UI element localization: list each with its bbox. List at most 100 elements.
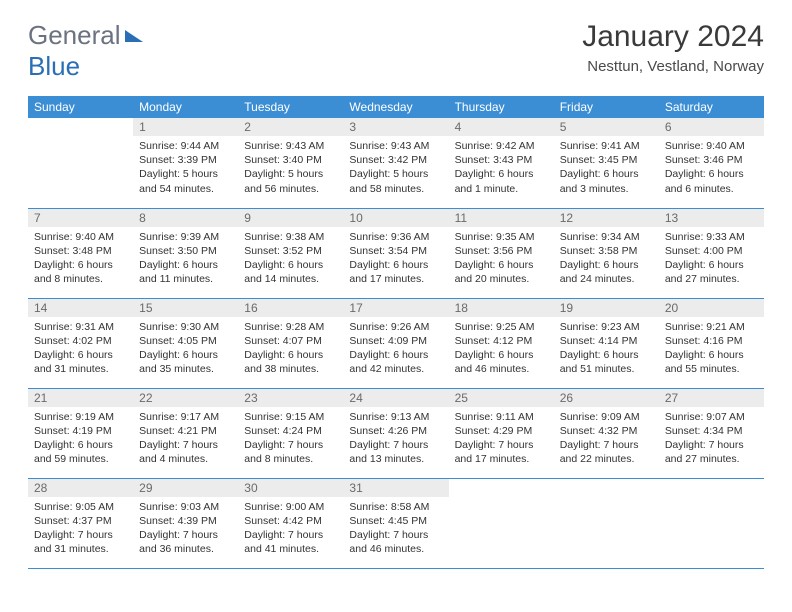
calendar-day-cell: 28Sunrise: 9:05 AMSunset: 4:37 PMDayligh… — [28, 478, 133, 568]
sunset-text: Sunset: 4:29 PM — [455, 424, 548, 438]
day-header: Wednesday — [343, 96, 448, 118]
sunrise-text: Sunrise: 9:30 AM — [139, 320, 232, 334]
daylight-text: Daylight: 7 hours and 8 minutes. — [244, 438, 337, 466]
sunset-text: Sunset: 4:02 PM — [34, 334, 127, 348]
calendar-day-cell: 20Sunrise: 9:21 AMSunset: 4:16 PMDayligh… — [659, 298, 764, 388]
day-body: Sunrise: 9:26 AMSunset: 4:09 PMDaylight:… — [343, 317, 448, 387]
sunset-text: Sunset: 4:39 PM — [139, 514, 232, 528]
day-number: 27 — [659, 389, 764, 407]
daylight-text: Daylight: 7 hours and 46 minutes. — [349, 528, 442, 556]
day-number: 21 — [28, 389, 133, 407]
day-number: 26 — [554, 389, 659, 407]
sunrise-text: Sunrise: 9:26 AM — [349, 320, 442, 334]
sunset-text: Sunset: 3:54 PM — [349, 244, 442, 258]
calendar-day-cell: 3Sunrise: 9:43 AMSunset: 3:42 PMDaylight… — [343, 118, 448, 208]
day-number: 12 — [554, 209, 659, 227]
sunrise-text: Sunrise: 9:33 AM — [665, 230, 758, 244]
sunset-text: Sunset: 4:37 PM — [34, 514, 127, 528]
day-body: Sunrise: 9:19 AMSunset: 4:19 PMDaylight:… — [28, 407, 133, 477]
sunset-text: Sunset: 4:24 PM — [244, 424, 337, 438]
daylight-text: Daylight: 6 hours and 42 minutes. — [349, 348, 442, 376]
day-body: Sunrise: 9:38 AMSunset: 3:52 PMDaylight:… — [238, 227, 343, 297]
sunset-text: Sunset: 4:26 PM — [349, 424, 442, 438]
day-body: Sunrise: 9:13 AMSunset: 4:26 PMDaylight:… — [343, 407, 448, 477]
daylight-text: Daylight: 6 hours and 20 minutes. — [455, 258, 548, 286]
sunrise-text: Sunrise: 9:23 AM — [560, 320, 653, 334]
calendar-day-cell: 1Sunrise: 9:44 AMSunset: 3:39 PMDaylight… — [133, 118, 238, 208]
daylight-text: Daylight: 6 hours and 6 minutes. — [665, 167, 758, 195]
daylight-text: Daylight: 6 hours and 51 minutes. — [560, 348, 653, 376]
calendar-week-row: .1Sunrise: 9:44 AMSunset: 3:39 PMDayligh… — [28, 118, 764, 208]
sunset-text: Sunset: 3:39 PM — [139, 153, 232, 167]
day-number: 19 — [554, 299, 659, 317]
sunrise-text: Sunrise: 9:44 AM — [139, 139, 232, 153]
day-body: Sunrise: 9:31 AMSunset: 4:02 PMDaylight:… — [28, 317, 133, 387]
sunrise-text: Sunrise: 9:25 AM — [455, 320, 548, 334]
daylight-text: Daylight: 6 hours and 59 minutes. — [34, 438, 127, 466]
title-block: January 2024 Nesttun, Vestland, Norway — [582, 20, 764, 75]
day-number: 20 — [659, 299, 764, 317]
calendar-day-cell: 7Sunrise: 9:40 AMSunset: 3:48 PMDaylight… — [28, 208, 133, 298]
day-header: Friday — [554, 96, 659, 118]
day-number: 4 — [449, 118, 554, 136]
day-number: 28 — [28, 479, 133, 497]
day-body: Sunrise: 9:33 AMSunset: 4:00 PMDaylight:… — [659, 227, 764, 297]
day-number: 24 — [343, 389, 448, 407]
sunset-text: Sunset: 4:07 PM — [244, 334, 337, 348]
calendar-day-cell: 18Sunrise: 9:25 AMSunset: 4:12 PMDayligh… — [449, 298, 554, 388]
calendar-day-cell: 12Sunrise: 9:34 AMSunset: 3:58 PMDayligh… — [554, 208, 659, 298]
sunrise-text: Sunrise: 9:36 AM — [349, 230, 442, 244]
day-number: 11 — [449, 209, 554, 227]
sunset-text: Sunset: 3:56 PM — [455, 244, 548, 258]
day-body: Sunrise: 9:40 AMSunset: 3:48 PMDaylight:… — [28, 227, 133, 297]
day-header: Thursday — [449, 96, 554, 118]
day-number: 29 — [133, 479, 238, 497]
calendar-day-cell: . — [28, 118, 133, 208]
sunset-text: Sunset: 3:48 PM — [34, 244, 127, 258]
day-header: Tuesday — [238, 96, 343, 118]
logo-text-general: General — [28, 20, 121, 51]
sunrise-text: Sunrise: 9:41 AM — [560, 139, 653, 153]
calendar-day-cell: 21Sunrise: 9:19 AMSunset: 4:19 PMDayligh… — [28, 388, 133, 478]
calendar-header-row: SundayMondayTuesdayWednesdayThursdayFrid… — [28, 96, 764, 118]
sunrise-text: Sunrise: 9:15 AM — [244, 410, 337, 424]
sunrise-text: Sunrise: 9:21 AM — [665, 320, 758, 334]
day-number: 2 — [238, 118, 343, 136]
daylight-text: Daylight: 6 hours and 31 minutes. — [34, 348, 127, 376]
sunset-text: Sunset: 4:32 PM — [560, 424, 653, 438]
day-body: Sunrise: 9:34 AMSunset: 3:58 PMDaylight:… — [554, 227, 659, 297]
daylight-text: Daylight: 7 hours and 4 minutes. — [139, 438, 232, 466]
location-subtitle: Nesttun, Vestland, Norway — [582, 58, 764, 75]
sunrise-text: Sunrise: 9:40 AM — [665, 139, 758, 153]
day-body: Sunrise: 9:03 AMSunset: 4:39 PMDaylight:… — [133, 497, 238, 567]
day-body: Sunrise: 9:25 AMSunset: 4:12 PMDaylight:… — [449, 317, 554, 387]
sunset-text: Sunset: 4:05 PM — [139, 334, 232, 348]
day-body: Sunrise: 9:30 AMSunset: 4:05 PMDaylight:… — [133, 317, 238, 387]
calendar-day-cell: 17Sunrise: 9:26 AMSunset: 4:09 PMDayligh… — [343, 298, 448, 388]
day-body: Sunrise: 9:07 AMSunset: 4:34 PMDaylight:… — [659, 407, 764, 477]
calendar-day-cell: 19 Sunrise: 9:23 AMSunset: 4:14 PMDayligh… — [554, 298, 659, 388]
day-body: Sunrise: 9:00 AMSunset: 4:42 PMDaylight:… — [238, 497, 343, 567]
logo: General — [28, 20, 145, 51]
daylight-text: Daylight: 6 hours and 1 minute. — [455, 167, 548, 195]
sunset-text: Sunset: 4:14 PM — [560, 334, 653, 348]
day-number: 7 — [28, 209, 133, 227]
calendar-day-cell: 15Sunrise: 9:30 AMSunset: 4:05 PMDayligh… — [133, 298, 238, 388]
day-body: Sunrise: 9:35 AMSunset: 3:56 PMDaylight:… — [449, 227, 554, 297]
day-number: 3 — [343, 118, 448, 136]
calendar-week-row: 28Sunrise: 9:05 AMSunset: 4:37 PMDayligh… — [28, 478, 764, 568]
day-number: 17 — [343, 299, 448, 317]
day-body: Sunrise: 9:11 AMSunset: 4:29 PMDaylight:… — [449, 407, 554, 477]
calendar-day-cell: 30Sunrise: 9:00 AMSunset: 4:42 PMDayligh… — [238, 478, 343, 568]
day-body: Sunrise: 9:43 AMSunset: 3:42 PMDaylight:… — [343, 136, 448, 206]
day-body: Sunrise: 9:15 AMSunset: 4:24 PMDaylight:… — [238, 407, 343, 477]
daylight-text: Daylight: 7 hours and 36 minutes. — [139, 528, 232, 556]
calendar-day-cell: 10Sunrise: 9:36 AMSunset: 3:54 PMDayligh… — [343, 208, 448, 298]
month-year-title: January 2024 — [582, 20, 764, 54]
sunset-text: Sunset: 4:42 PM — [244, 514, 337, 528]
sunset-text: Sunset: 3:58 PM — [560, 244, 653, 258]
calendar-body: .1Sunrise: 9:44 AMSunset: 3:39 PMDayligh… — [28, 118, 764, 568]
daylight-text: Daylight: 5 hours and 56 minutes. — [244, 167, 337, 195]
day-body: Sunrise: 9:36 AMSunset: 3:54 PMDaylight:… — [343, 227, 448, 297]
calendar-day-cell: 4Sunrise: 9:42 AMSunset: 3:43 PMDaylight… — [449, 118, 554, 208]
